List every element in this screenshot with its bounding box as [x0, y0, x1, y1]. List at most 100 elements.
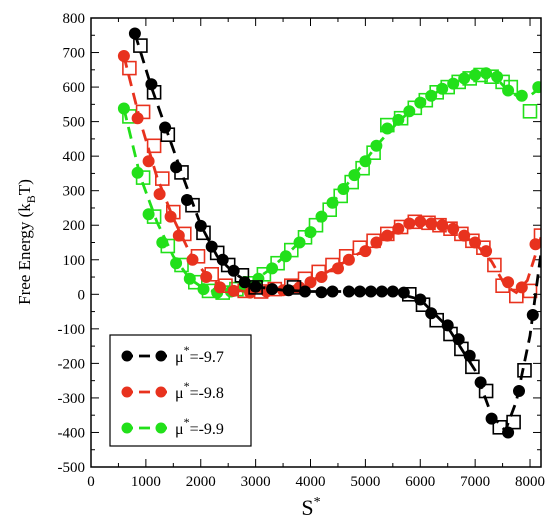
circle-marker [342, 285, 355, 298]
circle-marker [159, 121, 172, 134]
square-marker [146, 138, 162, 154]
circle-marker [414, 293, 427, 306]
circle-marker [145, 78, 158, 91]
circle-marker [502, 426, 515, 439]
circle-marker [315, 271, 328, 283]
circle-marker [403, 105, 416, 118]
y-tick-label: 200 [63, 218, 86, 234]
series-curve [122, 55, 541, 295]
circle-marker [485, 412, 498, 425]
circle-marker [458, 229, 471, 242]
circle-marker [447, 222, 460, 235]
circle-marker [386, 285, 399, 298]
circle-marker [502, 276, 515, 289]
x-tick-label: 0 [87, 474, 95, 490]
circle-marker [370, 236, 383, 249]
legend-marker [155, 350, 167, 362]
circle-marker [200, 271, 213, 283]
square-marker [506, 414, 521, 430]
circle-marker [142, 155, 155, 168]
circle-marker [392, 222, 405, 235]
legend-box [109, 334, 252, 447]
circle-marker [117, 50, 130, 62]
x-tick-label: 6000 [405, 474, 435, 490]
y-tick-label: -300 [58, 391, 86, 407]
circle-marker [381, 122, 394, 135]
circle-marker [128, 27, 141, 40]
circle-marker [515, 281, 528, 294]
circle-marker [370, 139, 383, 152]
x-tick-label: 1000 [131, 474, 161, 490]
series-layer [117, 27, 541, 439]
circle-marker [480, 245, 493, 258]
circle-marker [279, 250, 292, 263]
circle-marker [425, 217, 438, 230]
circle-marker [249, 280, 262, 293]
legend-entry: μ*=-9.7 [121, 343, 224, 366]
circle-marker [164, 210, 177, 223]
circle-marker [131, 166, 144, 179]
legend-entries: μ*=-9.7 μ*=-9.8 μ*=-9.9 [121, 343, 224, 438]
circle-marker [266, 283, 279, 296]
circle-marker [364, 285, 377, 298]
plot-frame [90, 17, 542, 468]
y-tick-label: 0 [78, 287, 86, 303]
circle-marker [414, 215, 427, 228]
circle-marker [315, 286, 328, 299]
circle-marker [447, 77, 460, 90]
circle-marker [304, 276, 317, 289]
circle-marker [181, 194, 193, 206]
x-tick-label: 7000 [460, 474, 490, 490]
circle-marker [238, 276, 251, 289]
circle-marker [214, 281, 226, 294]
circle-marker [299, 285, 311, 298]
square-marker [487, 257, 502, 273]
circle-marker [491, 70, 504, 83]
circle-marker [414, 96, 427, 109]
y-tick-label: -200 [58, 356, 86, 372]
y-tick-label: 600 [63, 80, 86, 96]
circle-marker [170, 161, 183, 174]
circle-marker [526, 309, 539, 321]
legend-entry: μ*=-9.9 [121, 415, 224, 438]
series--9_7 [128, 27, 541, 439]
circle-marker [266, 262, 279, 275]
square-marker [517, 362, 532, 378]
series--9_9 [117, 67, 541, 300]
y-tick-label: -100 [58, 322, 86, 338]
tick-labels: 0 1000 2000 3000 4000 5000 6000 7000 8000-500-40… [58, 11, 546, 490]
circle-marker [142, 208, 155, 221]
circle-marker [216, 253, 229, 266]
y-tick-label: 700 [63, 46, 86, 62]
circle-marker [392, 113, 405, 126]
legend-marker [121, 386, 133, 398]
circle-marker [156, 236, 169, 249]
circle-marker [425, 89, 438, 102]
x-tick-label: 8000 [515, 474, 545, 490]
y-tick-label: 800 [63, 11, 86, 27]
circle-marker [425, 307, 438, 320]
circle-marker [332, 262, 344, 275]
circle-marker [502, 84, 515, 97]
circle-marker [153, 188, 166, 201]
circle-marker [172, 229, 185, 242]
legend-marker [121, 422, 133, 434]
circle-marker [342, 253, 355, 266]
circle-marker [359, 245, 372, 258]
circle-marker [315, 210, 328, 223]
circle-marker [397, 286, 410, 299]
circle-marker [436, 219, 449, 232]
circle-marker [353, 285, 366, 298]
y-tick-label: 400 [63, 149, 86, 165]
circle-marker [458, 72, 471, 85]
circle-marker [170, 257, 183, 270]
circle-marker [515, 89, 528, 102]
circle-marker [469, 69, 482, 81]
y-tick-label: 300 [63, 184, 86, 200]
legend-marker [121, 350, 133, 362]
circle-marker [403, 217, 416, 230]
circle-marker [381, 229, 394, 242]
legend: μ*=-9.7 μ*=-9.8 μ*=-9.9 [109, 334, 252, 447]
circle-marker [117, 102, 130, 115]
